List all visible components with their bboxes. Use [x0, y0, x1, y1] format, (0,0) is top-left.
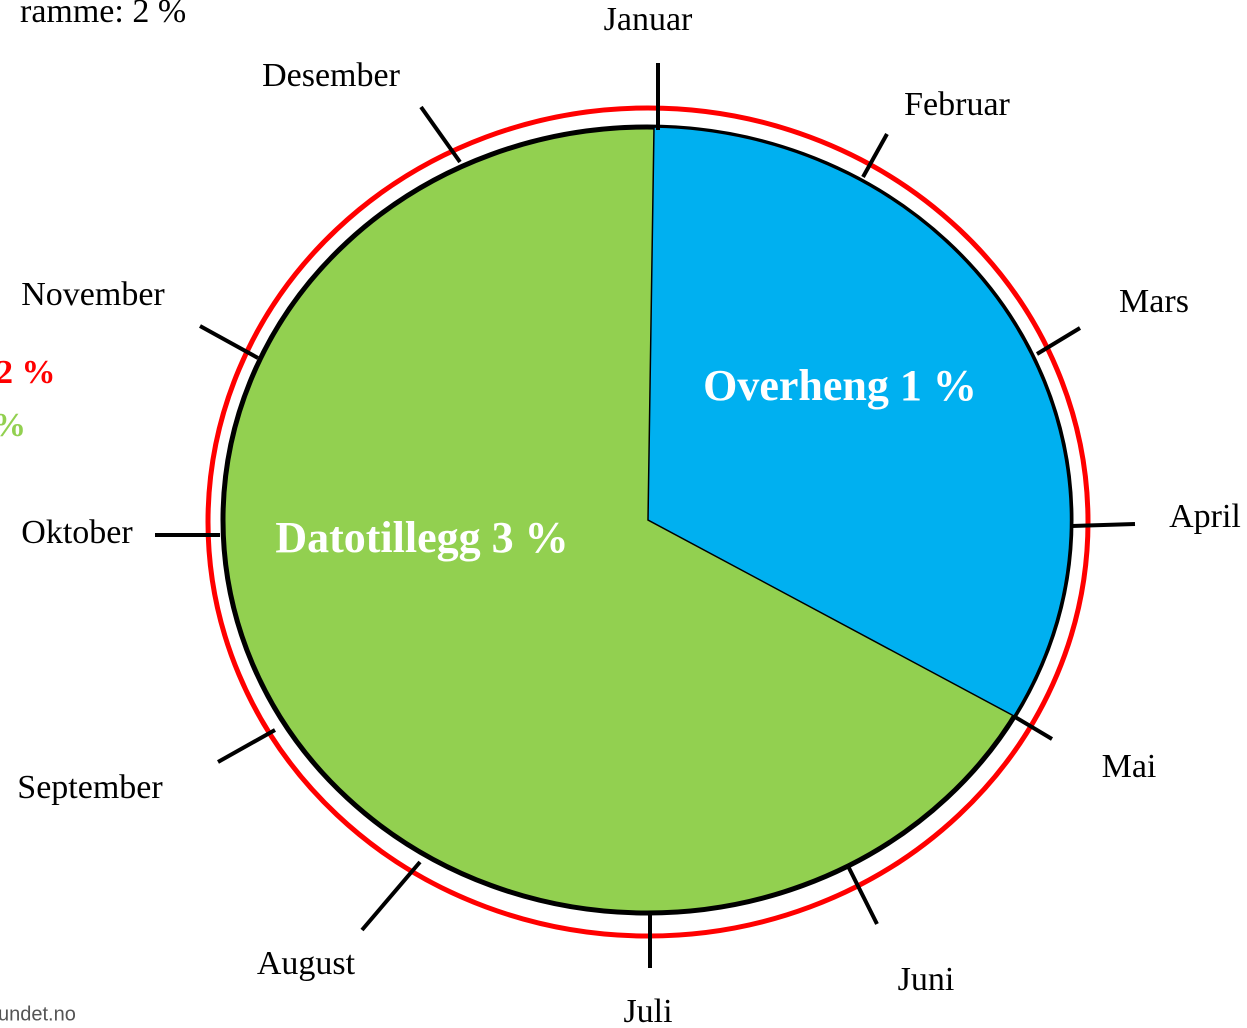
month-label: September [17, 769, 163, 806]
tick [419, 105, 462, 164]
side-fragment: 2 % [0, 354, 56, 391]
tick [861, 133, 889, 178]
month-label: Juni [898, 961, 955, 998]
month-label: November [21, 276, 165, 313]
overheng-slice [647, 126, 1072, 717]
month-ticks [155, 63, 1136, 968]
month-label: August [257, 945, 356, 982]
tick [1071, 522, 1136, 528]
tick [217, 728, 276, 764]
slice-label: Datotillegg 3 % [275, 513, 568, 562]
month-label: Januar [604, 1, 693, 38]
footer-fragment: undet.no [0, 1003, 76, 1025]
month-label: Mai [1102, 748, 1157, 785]
slice-label: Overheng 1 % [703, 361, 977, 410]
side-fragment: % [0, 407, 26, 444]
month-label: Mars [1119, 283, 1189, 320]
month-label: Oktober [21, 514, 133, 551]
header-fragment: ramme: 2 % [20, 0, 186, 30]
tick [846, 865, 879, 925]
tick [1035, 326, 1082, 356]
month-label: April [1169, 498, 1241, 535]
month-label: Februar [904, 86, 1010, 123]
month-label: Juli [623, 993, 672, 1028]
tick [360, 860, 422, 932]
tick [1013, 715, 1054, 741]
month-label: Desember [262, 57, 401, 94]
tick [199, 324, 259, 360]
